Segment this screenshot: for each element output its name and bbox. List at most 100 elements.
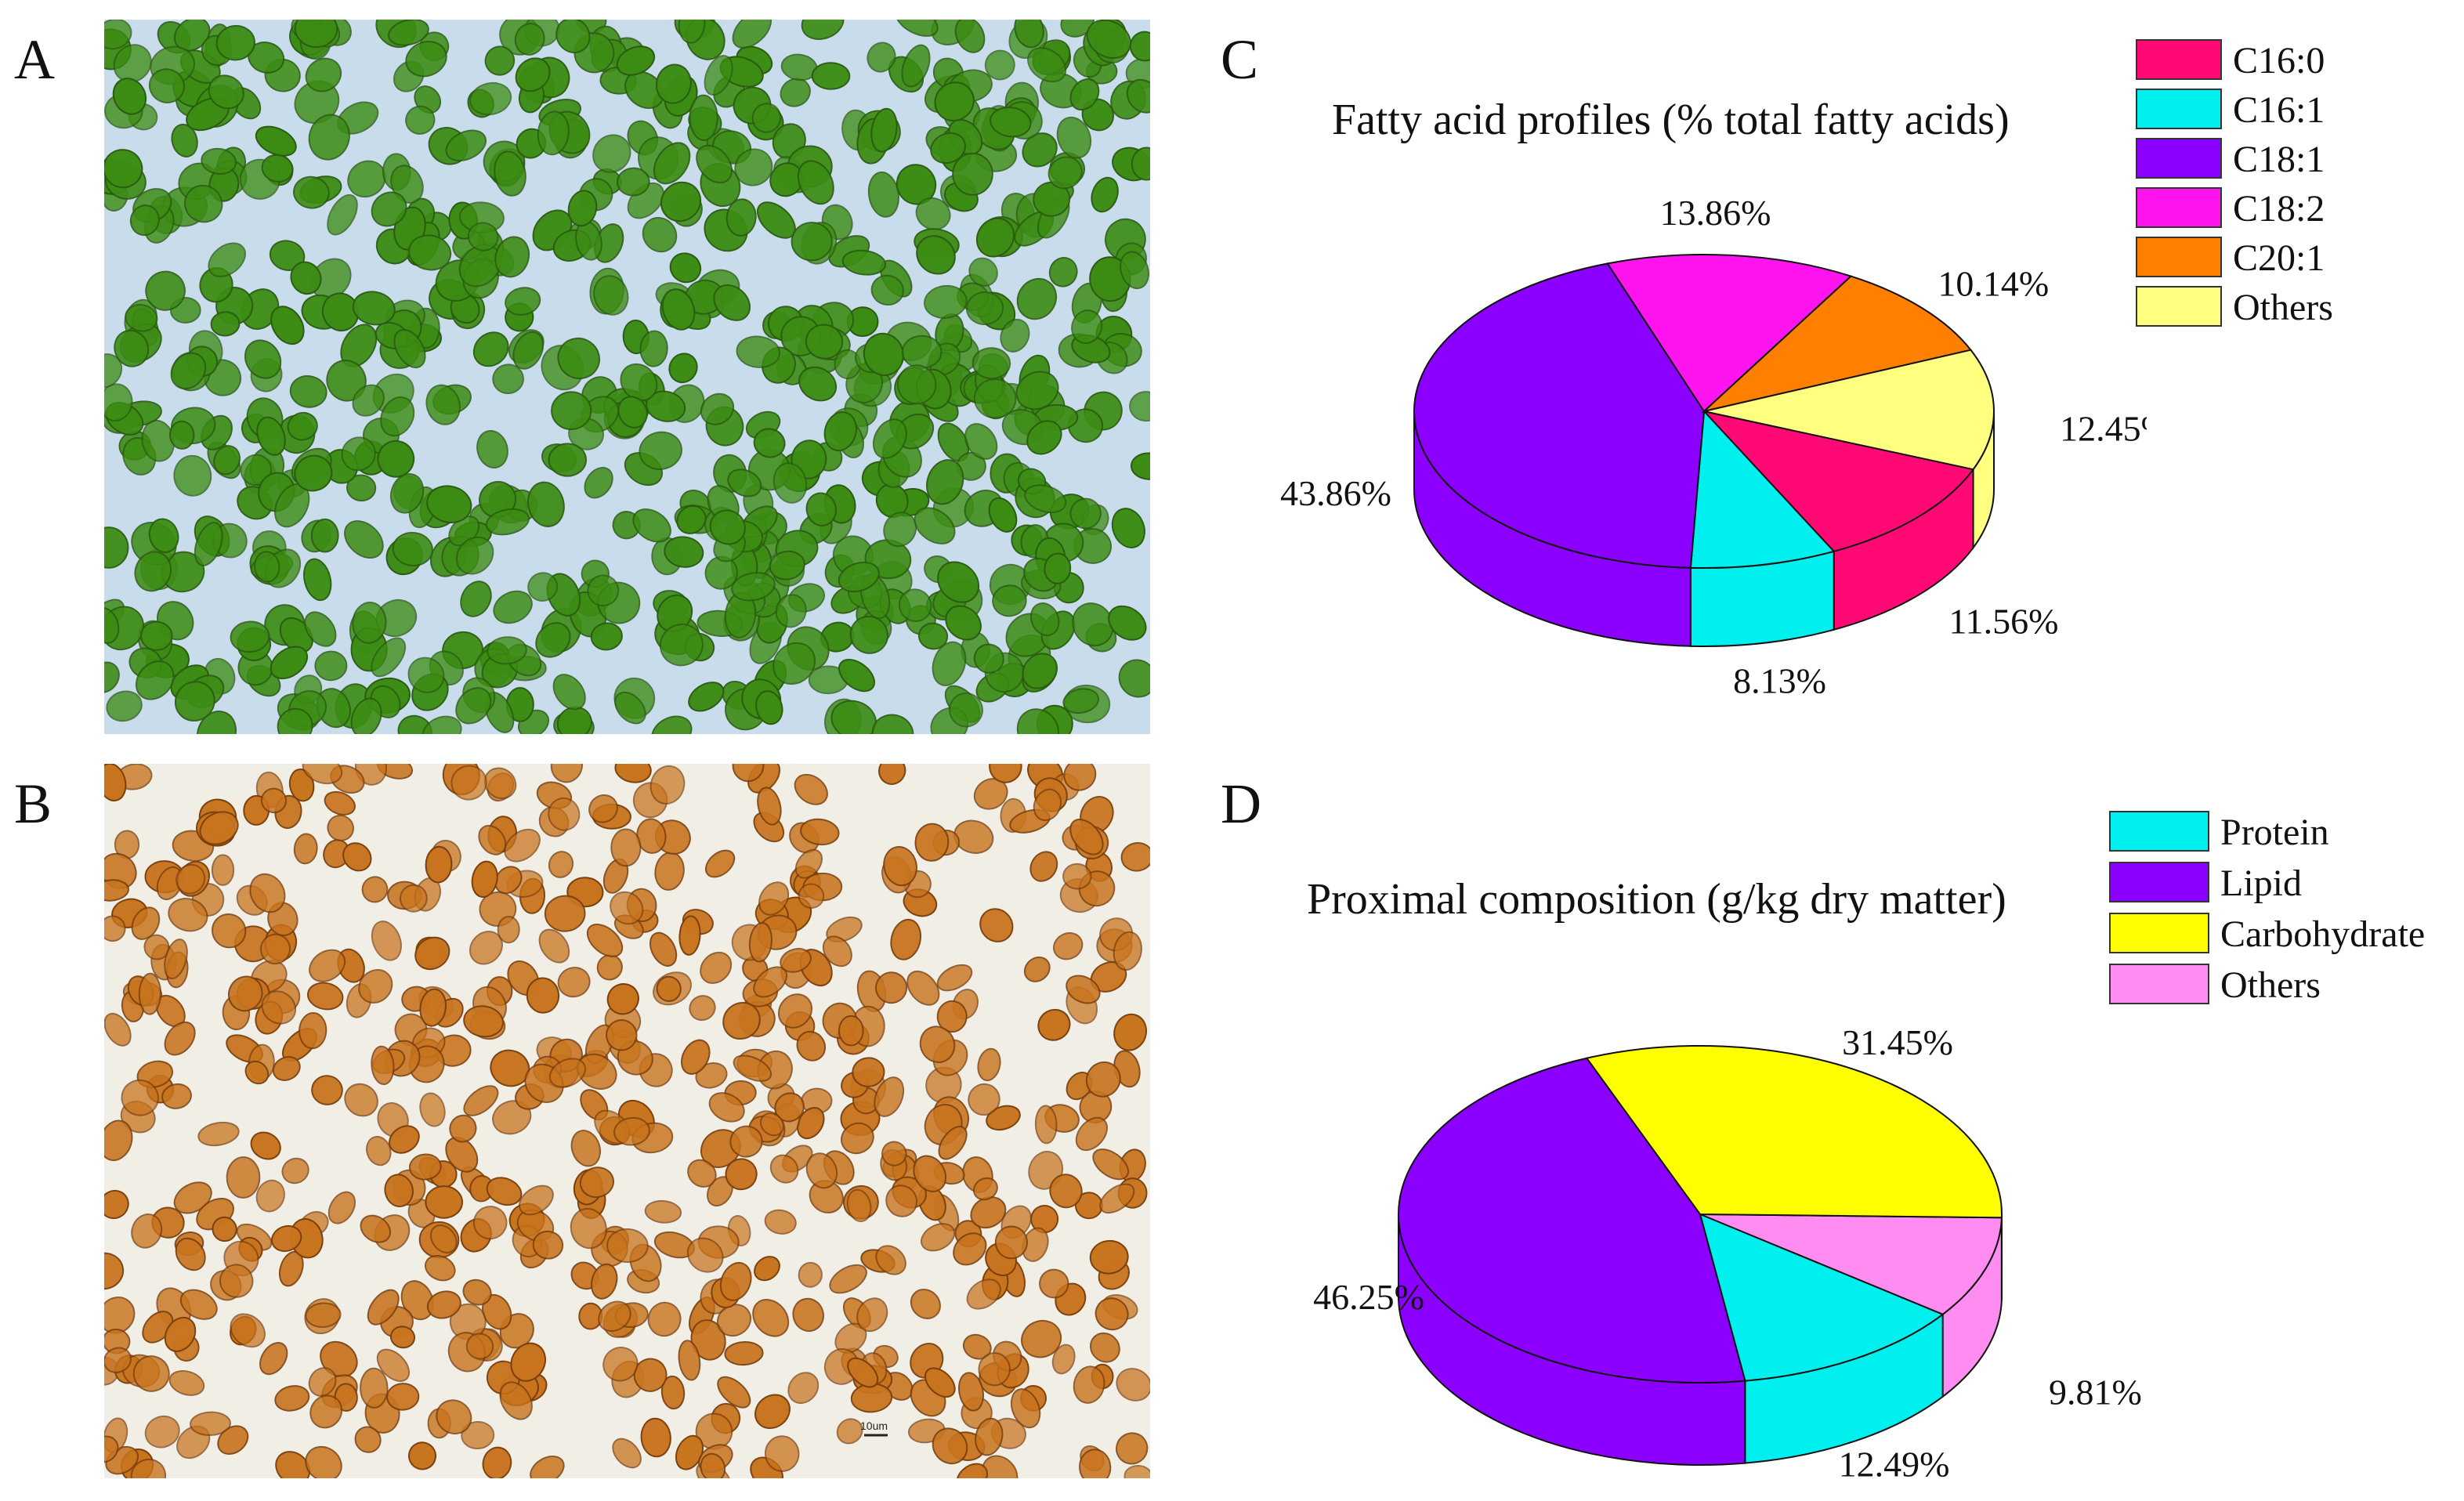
cell	[838, 561, 880, 593]
cell	[916, 235, 956, 275]
cell	[1062, 688, 1099, 714]
cell	[687, 1159, 717, 1188]
cell	[170, 352, 207, 390]
cell	[932, 641, 967, 686]
cell	[895, 20, 939, 37]
cell	[1092, 1148, 1129, 1181]
cell	[570, 1207, 607, 1250]
legend-label: C16:0	[2233, 40, 2325, 81]
cell	[986, 1105, 1021, 1131]
cell	[314, 650, 348, 682]
cell	[104, 1347, 132, 1373]
cell	[425, 384, 461, 425]
cell	[1063, 764, 1097, 791]
cell	[131, 906, 161, 940]
cell	[544, 895, 586, 932]
legend-swatch	[2136, 138, 2222, 179]
cell	[870, 107, 898, 153]
cell	[346, 474, 377, 502]
cell	[324, 790, 356, 816]
cell	[499, 1381, 533, 1420]
cell	[896, 364, 937, 405]
cell	[823, 411, 857, 452]
cell	[606, 1019, 638, 1051]
cell	[419, 988, 447, 1027]
cell	[764, 1435, 800, 1472]
cell	[129, 204, 160, 237]
cell	[199, 811, 239, 845]
cell	[678, 1340, 701, 1381]
cell	[975, 217, 1015, 258]
cell	[1033, 181, 1071, 217]
cell	[1079, 1449, 1112, 1478]
cell	[659, 624, 704, 667]
cell	[250, 1131, 281, 1160]
data-label-c20-1: 10.14%	[1938, 263, 2049, 303]
cell	[537, 110, 570, 156]
cell	[175, 1237, 206, 1271]
cell	[504, 828, 541, 863]
data-label-c16-1: 8.13%	[1733, 661, 1826, 701]
cell	[968, 1083, 1000, 1116]
cell	[757, 787, 782, 826]
cell	[145, 270, 186, 311]
cell	[972, 1177, 998, 1201]
cell	[174, 681, 215, 722]
cell	[797, 160, 834, 205]
legend-swatch	[2136, 39, 2222, 80]
cell	[949, 692, 983, 728]
cell	[794, 848, 823, 879]
cell	[890, 918, 922, 960]
cell	[168, 898, 208, 932]
cell	[1069, 819, 1104, 855]
cell	[624, 71, 664, 110]
cell	[1129, 391, 1150, 422]
cell	[1116, 1432, 1149, 1465]
cell	[455, 687, 492, 725]
cell	[414, 936, 450, 971]
cell	[796, 1030, 827, 1062]
cell	[467, 222, 499, 251]
cell	[644, 1200, 682, 1224]
cell	[1026, 420, 1062, 455]
cell	[407, 656, 445, 693]
cell	[704, 849, 736, 878]
cell	[871, 714, 914, 734]
micrograph-orange-cells: 10um	[104, 764, 1150, 1478]
cell	[104, 1297, 136, 1334]
cell	[1069, 497, 1102, 530]
cell	[1034, 1105, 1058, 1145]
cell	[425, 1185, 463, 1219]
cell	[497, 916, 520, 944]
cell	[483, 767, 517, 800]
cell	[805, 324, 844, 360]
cell	[290, 261, 322, 295]
cell	[924, 1367, 956, 1398]
cell	[570, 1130, 601, 1167]
cell	[352, 602, 387, 644]
cell	[898, 588, 932, 623]
legend-swatch	[2136, 187, 2222, 228]
cell	[841, 1122, 874, 1155]
cell	[838, 1015, 864, 1047]
cell	[230, 620, 270, 653]
chart-d-pie: 9.81% 12.49% 46.25% 31.45%	[1222, 956, 2147, 1496]
cell	[883, 512, 917, 548]
cell	[212, 913, 247, 949]
cell	[527, 572, 559, 602]
chart-c-title: Fatty acid profiles (% total fatty acids…	[1332, 96, 2010, 144]
cell	[657, 594, 693, 633]
cell	[104, 1119, 133, 1162]
cell	[405, 41, 447, 78]
cell	[482, 1446, 512, 1478]
cell	[386, 1383, 420, 1411]
cell	[952, 152, 993, 196]
cell	[953, 819, 994, 854]
cell	[405, 105, 436, 135]
cell	[994, 1225, 1028, 1260]
cell	[303, 558, 332, 602]
cell	[875, 971, 908, 1004]
cell	[849, 615, 888, 654]
cell	[616, 45, 656, 76]
cell	[649, 765, 686, 805]
